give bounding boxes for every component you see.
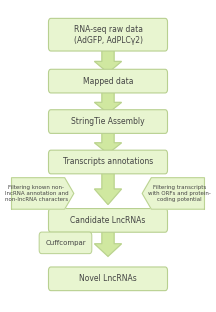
- FancyBboxPatch shape: [48, 208, 168, 232]
- Text: Mapped data: Mapped data: [83, 77, 133, 85]
- FancyBboxPatch shape: [48, 267, 168, 291]
- Text: Candidate LncRNAs: Candidate LncRNAs: [70, 216, 146, 225]
- Polygon shape: [95, 130, 121, 154]
- FancyBboxPatch shape: [48, 18, 168, 51]
- Polygon shape: [12, 178, 74, 209]
- Polygon shape: [95, 47, 121, 73]
- Text: Cuffcompar: Cuffcompar: [45, 240, 86, 246]
- FancyBboxPatch shape: [39, 232, 92, 254]
- FancyBboxPatch shape: [48, 110, 168, 134]
- Polygon shape: [95, 89, 121, 113]
- Polygon shape: [95, 228, 121, 256]
- Polygon shape: [142, 178, 204, 209]
- Text: Filtering known non-
lncRNA annotation and
non-lncRNA characters: Filtering known non- lncRNA annotation a…: [5, 185, 68, 202]
- Text: StringTie Assembly: StringTie Assembly: [71, 117, 145, 126]
- Polygon shape: [95, 170, 121, 205]
- Text: Transcripts annotations: Transcripts annotations: [63, 158, 153, 167]
- Text: RNA-seq raw data
(AdGFP, AdPLCγ2): RNA-seq raw data (AdGFP, AdPLCγ2): [73, 25, 143, 45]
- FancyBboxPatch shape: [48, 69, 168, 93]
- Text: Novel LncRNAs: Novel LncRNAs: [79, 274, 137, 283]
- FancyBboxPatch shape: [48, 150, 168, 174]
- Text: Filtering transcripts
with ORFs and protein-
coding potential: Filtering transcripts with ORFs and prot…: [148, 185, 211, 202]
